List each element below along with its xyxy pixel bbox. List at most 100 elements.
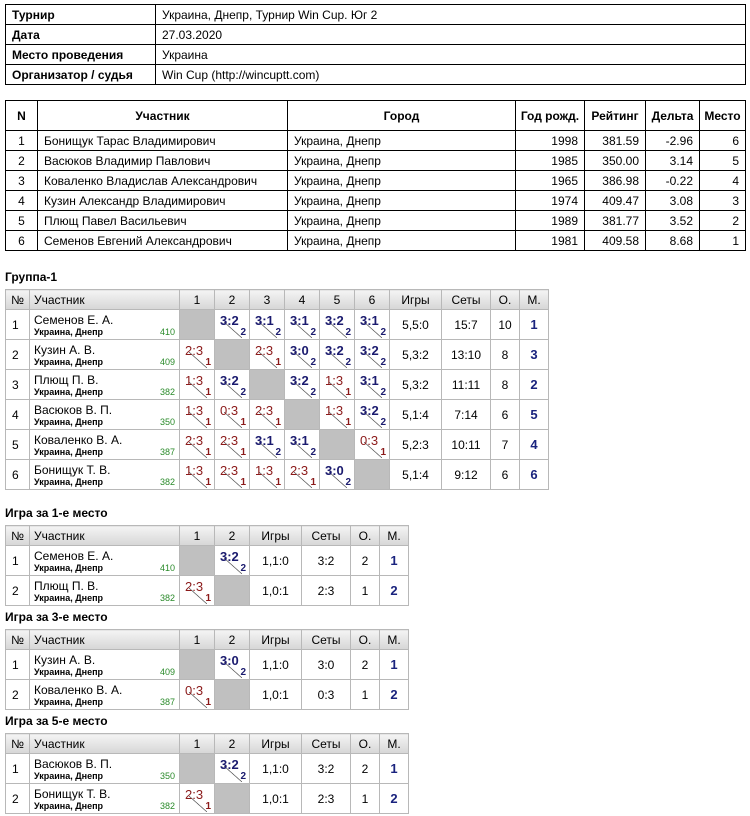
score-cell: 2:3 1 xyxy=(284,459,320,490)
match-points: 2 xyxy=(380,387,386,398)
column-header: 2 xyxy=(214,525,250,546)
column-header: Игры xyxy=(249,525,302,546)
place: 1 xyxy=(379,545,409,576)
participant-name: Коваленко В. А. xyxy=(34,682,123,697)
group-title: Игра за 1-е место xyxy=(5,506,108,520)
header-row: № Участник 1 2 Игры Сеты О. М. xyxy=(5,629,409,650)
points: 7 xyxy=(490,429,520,460)
participant-row: 1 Кузин А. В. Украина, Днепр 409 3:0 2 1,1:0 3:… xyxy=(5,649,409,680)
column-header: 2 xyxy=(214,289,250,310)
place: 1 xyxy=(379,753,409,784)
score-cell: 3:1 2 xyxy=(284,309,320,340)
games: 1,0:1 xyxy=(249,575,302,606)
match-points: 2 xyxy=(240,387,246,398)
column-header: М. xyxy=(379,525,409,546)
score: 3:2 xyxy=(220,313,239,328)
player-row: 2 Васюков Владимир Павлович Украина, Днепр… xyxy=(5,150,746,171)
participant-city: Украина, Днепр xyxy=(34,476,104,487)
match-points: 1 xyxy=(240,417,246,428)
points: 2 xyxy=(350,753,380,784)
score-box: 2:3 1 xyxy=(250,340,284,369)
score-box: 2:3 1 xyxy=(215,430,249,459)
column-header: О. xyxy=(350,733,380,754)
score: 3:0 xyxy=(290,343,309,358)
score: 2:3 xyxy=(185,579,204,594)
participant: Плющ П. В. Украина, Днепр 382 xyxy=(29,575,180,606)
score: 3:2 xyxy=(220,757,239,772)
row-number: 6 xyxy=(5,459,30,490)
cell: Украина, Днепр xyxy=(287,190,516,211)
match-points: 1 xyxy=(205,593,211,604)
tbody: 1 Кузин А. В. Украина, Днепр 409 3:0 2 1,1:0 3:… xyxy=(5,649,409,710)
participant-city: Украина, Днепр xyxy=(34,592,104,603)
diagonal-cell xyxy=(354,459,390,490)
points: 1 xyxy=(350,575,380,606)
participant-city: Украина, Днепр xyxy=(34,446,104,457)
score: 3:2 xyxy=(325,343,344,358)
column-header: № xyxy=(5,629,30,650)
games: 1,1:0 xyxy=(249,753,302,784)
score-cell: 3:2 2 xyxy=(354,399,390,430)
column-header: Дельта xyxy=(645,100,700,131)
participant-name: Плющ П. В. xyxy=(34,372,99,387)
score-cell: 0:3 1 xyxy=(214,399,250,430)
column-header: № xyxy=(5,733,30,754)
player-row: 1 Бонищук Тарас Владимирович Украина, Днеп… xyxy=(5,130,746,151)
column-header: Город xyxy=(287,100,516,131)
score: 3:1 xyxy=(360,373,379,388)
match-points: 1 xyxy=(205,801,211,812)
score: 2:3 xyxy=(255,343,274,358)
cell: 409.58 xyxy=(584,230,646,251)
header-row: № Участник 1 2 Игры Сеты О. М. xyxy=(5,525,409,546)
score-cell: 3:1 2 xyxy=(284,429,320,460)
match-points: 2 xyxy=(240,771,246,782)
column-header: Игры xyxy=(249,629,302,650)
score-cell: 3:2 2 xyxy=(214,309,250,340)
cell: 1974 xyxy=(515,190,585,211)
player-row: 5 Плющ Павел Васильевич Украина, Днепр 1989… xyxy=(5,210,746,231)
column-header: 1 xyxy=(179,525,215,546)
score-box: 1:3 1 xyxy=(180,400,214,429)
group-table: № Участник 1 2 Игры Сеты О. М. 1 Васюков В. П. Укр… xyxy=(5,733,409,814)
sets: 9:12 xyxy=(441,459,491,490)
participant-city-line: Украина, Днепр 350 xyxy=(34,771,175,781)
cell: 3.08 xyxy=(645,190,700,211)
place: 3 xyxy=(519,339,549,370)
diagonal-cell xyxy=(179,309,215,340)
thead: N Участник Город Год рожд. Рейтинг Дельта Мест… xyxy=(5,100,746,131)
participant-row: 2 Коваленко В. А. Украина, Днепр 387 0:3 1 1,0… xyxy=(5,679,409,710)
participant-city: Украина, Днепр xyxy=(34,562,104,573)
score: 2:3 xyxy=(290,463,309,478)
cell: 1 xyxy=(699,230,746,251)
participant-rating: 350 xyxy=(159,770,175,781)
games: 5,1:4 xyxy=(389,399,442,430)
row-number: 1 xyxy=(5,309,30,340)
participant-city: Украина, Днепр xyxy=(34,416,104,427)
column-header: М. xyxy=(379,629,409,650)
score-cell: 2:3 1 xyxy=(214,459,250,490)
row-number: 1 xyxy=(5,545,30,576)
participant-name: Кузин А. В. xyxy=(34,342,96,357)
participant-row: 1 Семенов Е. А. Украина, Днепр 410 3:2 2 3:1 2 3… xyxy=(5,309,549,340)
column-header: 1 xyxy=(179,629,215,650)
cell: 6 xyxy=(5,230,38,251)
participant-city: Украина, Днепр xyxy=(34,356,104,367)
column-header: Участник xyxy=(29,289,180,310)
points: 2 xyxy=(350,649,380,680)
participant-row: 3 Плющ П. В. Украина, Днепр 382 1:3 1 3:2 2 3:2 2… xyxy=(5,369,549,400)
score-box: 3:2 2 xyxy=(285,370,319,399)
column-header: 6 xyxy=(354,289,390,310)
games: 5,2:3 xyxy=(389,429,442,460)
sets: 3:2 xyxy=(301,753,351,784)
header-row: N Участник Город Год рожд. Рейтинг Дельта Мест… xyxy=(5,100,746,131)
info-value: Украина, Днепр, Турнир Win Cup. Юг 2 xyxy=(155,4,746,25)
score-box: 3:1 2 xyxy=(285,430,319,459)
info-value: Украина xyxy=(155,44,746,65)
tbody: 1 Семенов Е. А. Украина, Днепр 410 3:2 2 3:1 2 3… xyxy=(5,309,549,490)
diagonal-cell xyxy=(179,753,215,784)
diagonal-cell xyxy=(319,429,355,460)
score: 3:0 xyxy=(325,463,344,478)
thead: № Участник 1 2 Игры Сеты О. М. xyxy=(5,525,409,546)
score-box: 2:3 1 xyxy=(250,400,284,429)
participant-row: 1 Васюков В. П. Украина, Днепр 350 3:2 2 1,1:0… xyxy=(5,753,409,784)
